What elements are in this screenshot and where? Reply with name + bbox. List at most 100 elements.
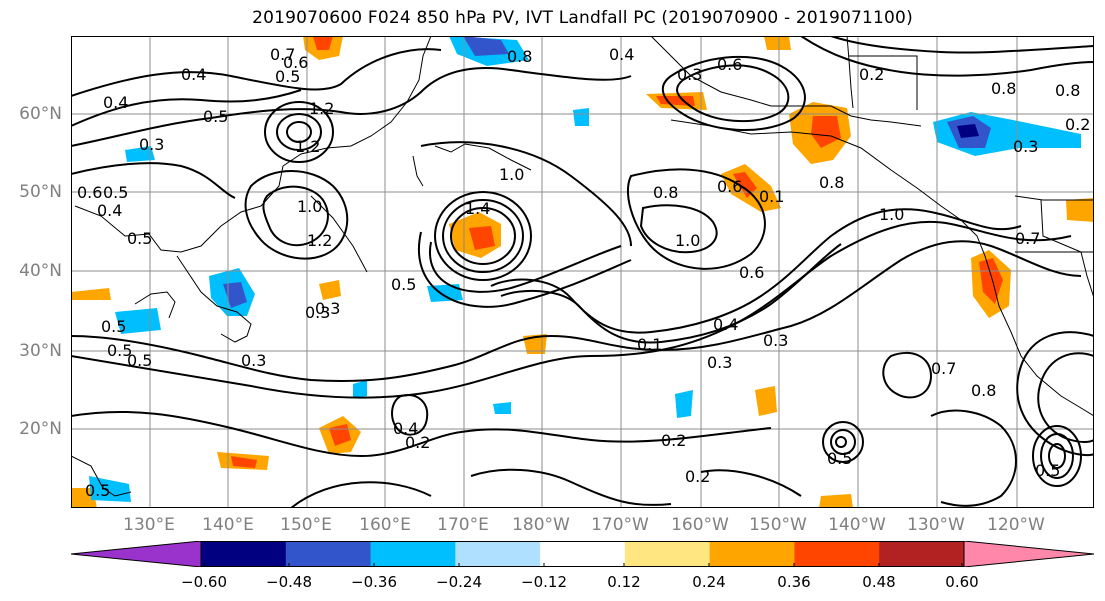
contour-label: 0.5 xyxy=(127,351,152,370)
contour-label: 0.6 xyxy=(717,55,742,74)
contour-label: 1.2 xyxy=(309,99,334,118)
colorbar-tick-label: 0.12 xyxy=(607,573,641,591)
colorbar-segment xyxy=(709,541,795,567)
contour-label: 0.3 xyxy=(677,65,702,84)
contour-label: 0.4 xyxy=(609,45,634,64)
contour-label: 0.4 xyxy=(713,315,738,334)
lat-label-30n: 30°N xyxy=(19,341,62,361)
colorbar-tick-label: −0.48 xyxy=(266,573,312,591)
lon-label-170e: 170°E xyxy=(437,515,489,535)
colorbar-segment xyxy=(794,541,880,567)
lat-label-60n: 60°N xyxy=(19,104,62,124)
contour-label: 1.0 xyxy=(879,205,904,224)
graticule xyxy=(71,36,1094,508)
contour-label: 0.8 xyxy=(653,183,678,202)
contour-label: 0.4 xyxy=(181,65,206,84)
contour-labels: 0.7 0.6 0.5 0.4 0.4 0.3 0.5 1.2 1.2 1.0 … xyxy=(77,45,1090,500)
lon-label-180w: 180°W xyxy=(512,515,570,535)
lat-label-40n: 40°N xyxy=(19,261,62,281)
contour-label: 0.7 xyxy=(1015,229,1040,248)
contour-label: 0.2 xyxy=(859,65,884,84)
negative-anomaly-patch xyxy=(573,108,589,126)
contour-label: 0.2 xyxy=(661,431,686,450)
positive-anomaly-patch xyxy=(1066,198,1094,222)
positive-anomaly-patch xyxy=(313,36,333,50)
contour-label: 0.3 xyxy=(305,303,330,322)
contour-label: 0.2 xyxy=(1065,115,1090,134)
contour-label: 0.5 xyxy=(203,107,228,126)
colorbar-segment xyxy=(370,541,456,567)
positive-anomaly-patch xyxy=(319,280,341,300)
positive-anomaly-patch xyxy=(811,116,841,148)
anomaly-shading xyxy=(71,36,1094,508)
colorbar-tick-label: 0.36 xyxy=(777,573,811,591)
colorbar-frame xyxy=(200,541,965,567)
map-title: 2019070600 F024 850 hPa PV, IVT Landfall… xyxy=(252,8,913,28)
colorbar-segment xyxy=(201,541,287,567)
lon-label-130w: 130°W xyxy=(907,515,965,535)
contour-label: 0.3 xyxy=(1013,137,1038,156)
positive-anomaly-patch xyxy=(979,258,1003,304)
lon-label-150w: 150°W xyxy=(749,515,807,535)
contour-label: 1.2 xyxy=(307,231,332,250)
lon-label-120w: 120°W xyxy=(987,515,1045,535)
contour-label: 0.6 xyxy=(717,177,742,196)
lon-label-140e: 140°E xyxy=(202,515,254,535)
positive-anomaly-patch xyxy=(764,36,791,50)
colorbar-tick-label: −0.12 xyxy=(521,573,567,591)
negative-anomaly-patch xyxy=(223,282,247,308)
negative-anomaly-patch xyxy=(675,390,693,418)
positive-anomaly-patch xyxy=(71,288,111,300)
contour-label: 0.4 xyxy=(103,93,128,112)
colorbar-tick-label: 0.60 xyxy=(945,573,979,591)
contour-label: 0.1 xyxy=(637,335,662,354)
contour-label: 0.8 xyxy=(991,79,1016,98)
lon-label-140w: 140°W xyxy=(828,515,886,535)
negative-anomaly-patch xyxy=(463,36,509,56)
contour-label: 1.2 xyxy=(295,137,320,156)
colorbar-segment xyxy=(879,541,965,567)
contour-label: 0.2 xyxy=(405,433,430,452)
colorbar-tick-label: 0.48 xyxy=(862,573,896,591)
contour-label: 0.6 xyxy=(739,263,764,282)
contour-label: 0.2 xyxy=(685,467,710,486)
colorbar-extend-high xyxy=(963,541,1094,567)
contour-label: 0.5 xyxy=(1035,461,1060,480)
contour-label: 0.5 xyxy=(827,449,852,468)
contour-label: 0.4 xyxy=(393,419,418,438)
colorbar-tick-label: −0.24 xyxy=(436,573,482,591)
negative-anomaly-patch xyxy=(353,380,367,398)
contour-label: 1.0 xyxy=(297,197,322,216)
colorbar xyxy=(71,541,1094,567)
contour-label: 0.6 xyxy=(77,183,102,202)
contour-label: 0.3 xyxy=(707,353,732,372)
colorbar-extend-low xyxy=(71,541,202,567)
contour-label: 0.5 xyxy=(107,341,132,360)
positive-anomaly-patch xyxy=(231,456,257,468)
colorbar-tick-label: −0.60 xyxy=(181,573,227,591)
negative-anomaly-patch xyxy=(493,402,511,414)
colorbar-segment xyxy=(624,541,711,567)
contour-label: 0.8 xyxy=(819,173,844,192)
contour-label: 0.5 xyxy=(85,481,110,500)
contour-label: 0.5 xyxy=(275,67,300,86)
contour-label: 0.6 xyxy=(283,53,308,72)
lon-label-150e: 150°E xyxy=(280,515,332,535)
positive-anomaly-patch xyxy=(819,494,853,508)
colorbar-segment xyxy=(540,541,626,567)
contour-label: 0.7 xyxy=(270,45,295,64)
contour-label: 0.8 xyxy=(507,47,532,66)
lon-label-160w: 160°W xyxy=(671,515,729,535)
colorbar-segment xyxy=(285,541,372,567)
lon-label-170w: 170°W xyxy=(591,515,649,535)
map-frame xyxy=(71,36,1094,508)
contour-label: 0.5 xyxy=(103,183,128,202)
positive-anomaly-patch xyxy=(469,226,495,250)
contour-label: 0.3 xyxy=(241,351,266,370)
lon-label-160e: 160°E xyxy=(359,515,411,535)
contour-label: 0.3 xyxy=(763,331,788,350)
contour-label: 0.4 xyxy=(97,201,122,220)
contour-label: 0.5 xyxy=(391,275,416,294)
contour-label: 1.0 xyxy=(499,165,524,184)
contour-label: 0.5 xyxy=(127,229,152,248)
